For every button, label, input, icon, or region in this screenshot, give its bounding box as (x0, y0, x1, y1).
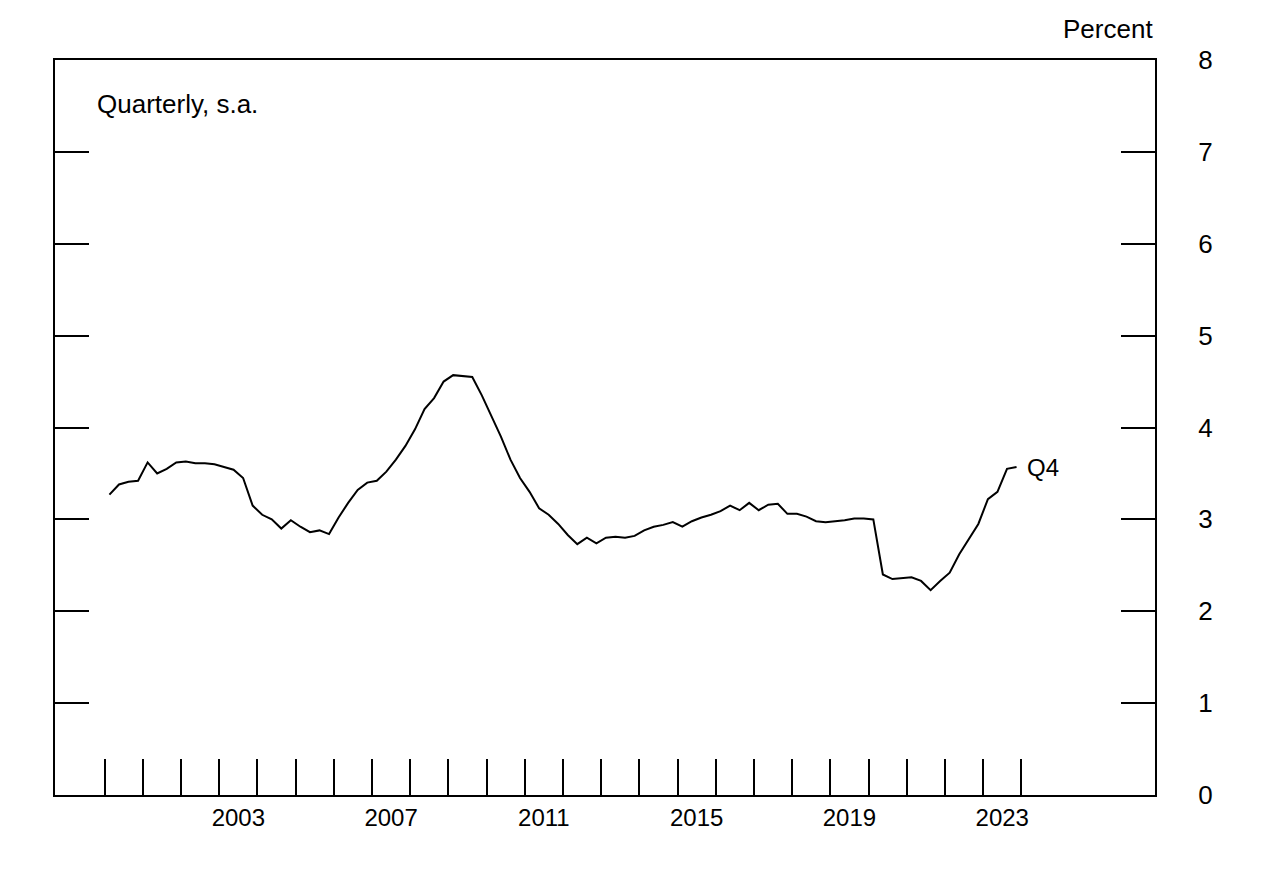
svg-text:2: 2 (1198, 596, 1212, 626)
svg-text:8: 8 (1198, 45, 1212, 75)
svg-text:2019: 2019 (823, 804, 876, 831)
svg-text:7: 7 (1198, 137, 1212, 167)
svg-text:6: 6 (1198, 229, 1212, 259)
svg-text:1: 1 (1198, 688, 1212, 718)
svg-text:2007: 2007 (364, 804, 417, 831)
svg-text:3: 3 (1198, 504, 1212, 534)
svg-text:5: 5 (1198, 321, 1212, 351)
svg-text:2015: 2015 (670, 804, 723, 831)
svg-text:2023: 2023 (976, 804, 1029, 831)
svg-text:Q4: Q4 (1027, 454, 1059, 481)
svg-text:2003: 2003 (212, 804, 265, 831)
svg-text:Percent: Percent (1063, 14, 1153, 44)
svg-text:0: 0 (1198, 780, 1212, 810)
svg-text:4: 4 (1198, 413, 1212, 443)
svg-text:Quarterly, s.a.: Quarterly, s.a. (97, 89, 258, 119)
svg-text:2011: 2011 (518, 804, 570, 831)
